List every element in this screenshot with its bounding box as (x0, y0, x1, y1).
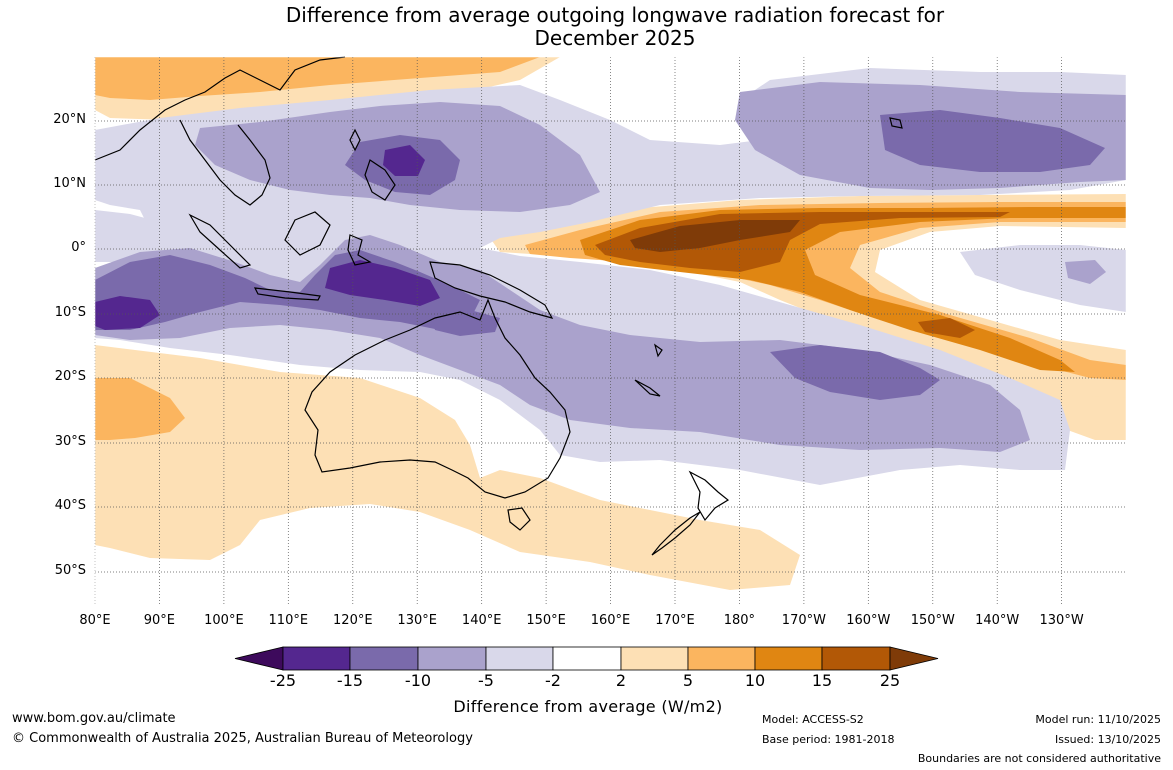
negative-10-15-ne (880, 110, 1105, 172)
negative-10-15-coral (430, 310, 500, 336)
hawaii-coast (889, 117, 903, 129)
colorbar-tick-label: -5 (478, 671, 494, 690)
latitude-tick-label: 20°N (53, 112, 86, 127)
issued-date: Issued: 13/10/2025 (1054, 733, 1161, 746)
colorbar-swatch (754, 646, 823, 671)
colorbar-tick-label: 25 (879, 671, 901, 690)
asia-coast (94, 56, 346, 206)
map-title: Difference from average outgoing longwav… (0, 4, 1173, 50)
longitude-tick-label: 100°E (204, 613, 244, 628)
colorbar (234, 646, 939, 671)
positive-15-25-south (918, 318, 975, 338)
positive-5-10-north (95, 57, 540, 100)
colorbar-low-extend (234, 646, 284, 671)
title-line-1: Difference from average outgoing longwav… (285, 3, 945, 27)
colorbar-swatch (552, 646, 622, 671)
latitude-tick-label: 10°N (53, 176, 86, 191)
title-line-2: December 2025 (534, 26, 696, 50)
sumatra-coast (188, 213, 252, 269)
sulawesi-coast (347, 234, 372, 266)
model-name: Model: ACCESS-S2 (762, 713, 864, 726)
longitude-tick-label: 110°E (268, 613, 309, 628)
colorbar-tick-label: 5 (682, 671, 694, 690)
negative-15-25-west (95, 296, 160, 330)
longitude-tick-label: 150°E (526, 613, 566, 628)
colorbar-tick-label: 15 (811, 671, 833, 690)
longitude-tick-label: 170°W (781, 613, 826, 628)
longitude-tick-label: 150°W (910, 613, 955, 628)
longitude-tick-label: 140°W (975, 613, 1020, 628)
colorbar-tick-label: 2 (615, 671, 627, 690)
colorbar-swatch (417, 646, 487, 671)
longitude-tick-label: 120°E (333, 613, 373, 628)
map-frame (94, 56, 1127, 606)
colorbar-swatch (620, 646, 689, 671)
longitude-tick-label: 160°E (590, 613, 631, 628)
latitude-tick-label: 20°S (54, 369, 86, 384)
tasmania-coast (507, 507, 531, 531)
latitude-tick-label: 0° (71, 240, 86, 255)
website-link[interactable]: www.bom.gov.au/climate (12, 711, 176, 726)
australia-coast (304, 298, 571, 499)
philippines-coast (364, 159, 396, 201)
colorbar-swatch (821, 646, 891, 671)
longitude-tick-label: 160°W (846, 613, 891, 628)
latitude-tick-label: 50°S (54, 563, 86, 578)
colorbar-high-extend (889, 646, 939, 671)
longitude-tick-label: 130°W (1039, 613, 1084, 628)
colorbar-swatch (485, 646, 554, 671)
latitude-tick-label: 30°S (54, 434, 86, 449)
colorbar-tick-label: -2 (545, 671, 561, 690)
new-caledonia-coast (634, 379, 661, 397)
positive-5-10-west (95, 378, 185, 440)
coastlines (94, 56, 903, 556)
colorbar-swatch (282, 646, 351, 671)
copyright: © Commonwealth of Australia 2025, Austra… (12, 731, 473, 746)
borneo-coast (284, 211, 331, 256)
base-period: Base period: 1981-2018 (762, 733, 895, 746)
new-guinea-coast (429, 261, 554, 319)
taiwan-coast (349, 128, 361, 152)
latitude-tick-label: 40°S (54, 498, 86, 513)
latitude-tick-label: 10°S (54, 305, 86, 320)
longitude-tick-label: 180° (723, 613, 756, 628)
colorbar-tick-label: -15 (336, 671, 364, 690)
negative-15-25-philippines (383, 145, 425, 176)
negative-10-15-south-pacific (770, 345, 940, 400)
positive-over-25 (630, 220, 800, 252)
longitude-tick-label: 130°E (397, 613, 437, 628)
colorbar-swatch (687, 646, 756, 671)
negative-15-25-indonesia (325, 260, 440, 306)
model-run: Model run: 11/10/2025 (1035, 713, 1161, 726)
colorbar-swatch (349, 646, 419, 671)
colorbar-title: Difference from average (W/m2) (453, 697, 723, 716)
colorbar-tick-label: -10 (404, 671, 432, 690)
negative-5-10-east-spot (1065, 260, 1106, 284)
boundary-disclaimer: Boundaries are not considered authoritat… (917, 752, 1161, 765)
java-coast (253, 287, 321, 301)
nz-north-coast (688, 470, 730, 522)
longitude-tick-label: 80°E (79, 613, 111, 628)
longitude-tick-label: 90°E (143, 613, 176, 628)
colorbar-tick-label: -25 (269, 671, 297, 690)
colorbar-tick-label: 10 (744, 671, 766, 690)
longitude-tick-label: 170°E (655, 613, 695, 628)
nz-south-coast (651, 511, 701, 556)
fiji-coast (653, 343, 663, 358)
longitude-tick-label: 140°E (461, 613, 502, 628)
